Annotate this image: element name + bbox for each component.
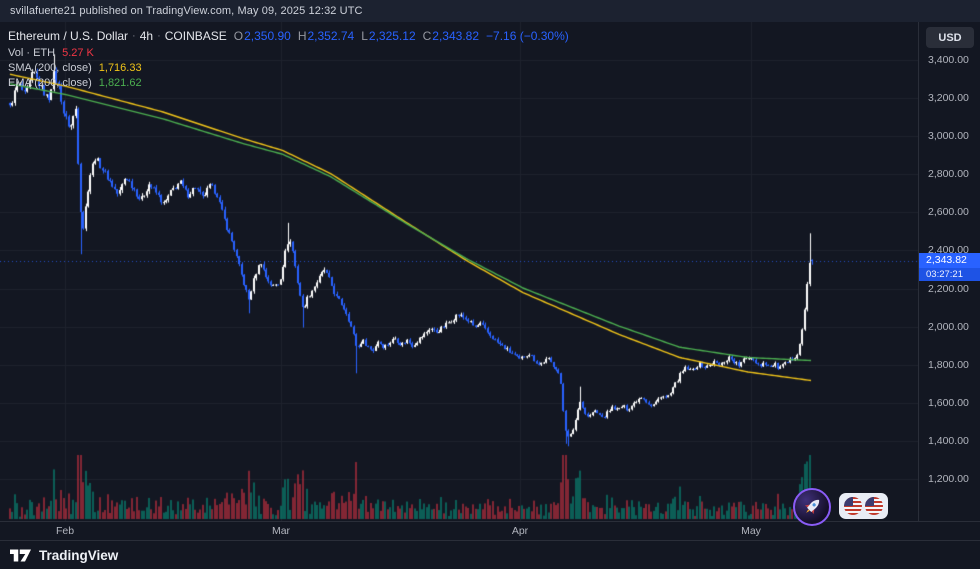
last-price-value: 2,343.82	[919, 253, 980, 269]
footer-bar: TradingView	[0, 540, 980, 569]
volume-legend-row[interactable]: Vol · ETH 5.27 K	[8, 45, 569, 60]
bar-countdown: 03:27:21	[919, 268, 980, 282]
attribution-text: svillafuerte21 published on TradingView.…	[10, 5, 363, 17]
sma-value: 1,716.33	[98, 61, 142, 74]
us-flag-icon	[865, 497, 883, 515]
time-axis-label-mar: Mar	[271, 525, 291, 537]
ema-value: 1,821.62	[98, 76, 142, 89]
open-value: O 2,350.90	[233, 29, 291, 43]
ema-legend-row[interactable]: EMA (200, close) 1,821.62	[8, 75, 569, 90]
time-axis[interactable]: Feb Mar Apr May	[0, 521, 980, 541]
symbol-title: Ethereum / U.S. Dollar	[8, 29, 129, 43]
price-axis-label: 2,200.00	[928, 282, 969, 295]
chart-legend: Ethereum / U.S. Dollar · 4h · COINBASE O…	[8, 27, 569, 90]
volume-label: Vol · ETH	[8, 46, 56, 59]
price-axis-label: 2,000.00	[928, 320, 969, 333]
price-axis-label: 1,200.00	[928, 473, 969, 485]
price-axis-label: 1,400.00	[928, 434, 969, 447]
price-chart-canvas[interactable]	[0, 22, 918, 521]
currency-toggle-button[interactable]: USD	[926, 27, 974, 48]
flags-sticker[interactable]	[839, 493, 888, 519]
tradingview-logo-icon[interactable]	[10, 549, 31, 562]
price-axis-label: 1,800.00	[928, 358, 969, 371]
attribution-bar: svillafuerte21 published on TradingView.…	[0, 0, 980, 22]
last-price-tag: 2,343.82 03:27:21	[919, 253, 980, 282]
time-axis-label-feb: Feb	[55, 525, 75, 537]
rocket-sticker[interactable]	[793, 488, 831, 526]
price-axis-label: 3,000.00	[928, 130, 969, 143]
separator-dot: ·	[157, 30, 161, 42]
sma-label: SMA (200, close)	[8, 61, 92, 74]
sma-legend-row[interactable]: SMA (200, close) 1,716.33	[8, 60, 569, 75]
symbol-legend-row[interactable]: Ethereum / U.S. Dollar · 4h · COINBASE O…	[8, 27, 569, 45]
interval-label: 4h	[139, 29, 154, 43]
price-axis-label: 2,800.00	[928, 168, 969, 181]
us-flag-icon	[844, 497, 862, 515]
time-axis-label-apr: Apr	[511, 525, 529, 537]
change-value: −7.16 (−0.30%)	[486, 29, 569, 43]
chart-area: Ethereum / U.S. Dollar · 4h · COINBASE O…	[0, 22, 980, 540]
price-axis-label: 3,200.00	[928, 92, 969, 105]
price-axis-label: 1,600.00	[928, 396, 969, 409]
time-axis-label-may: May	[741, 525, 761, 537]
low-value: L 2,325.12	[361, 29, 416, 43]
close-value: C 2,343.82	[422, 29, 480, 43]
tradingview-brand[interactable]: TradingView	[39, 547, 119, 563]
price-axis-label: 3,400.00	[928, 54, 969, 66]
price-axis-label: 2,600.00	[928, 206, 969, 219]
rocket-icon	[804, 499, 820, 515]
ema-label: EMA (200, close)	[8, 76, 92, 89]
high-value: H 2,352.74	[297, 29, 355, 43]
volume-value: 5.27 K	[62, 46, 94, 59]
exchange-label: COINBASE	[164, 29, 227, 43]
separator-dot: ·	[132, 30, 136, 42]
